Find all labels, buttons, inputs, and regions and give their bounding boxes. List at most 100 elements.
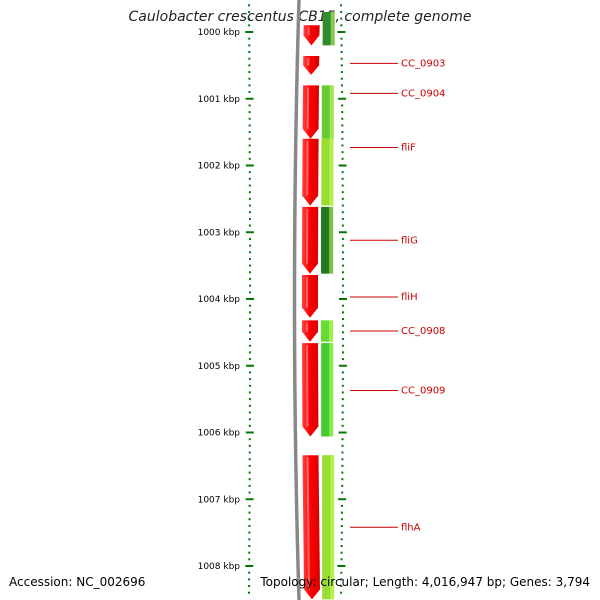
minor-tick (248, 191, 251, 194)
minor-tick-right (341, 137, 344, 140)
minor-tick (248, 391, 251, 394)
minor-tick-right (340, 37, 343, 40)
minor-tick (248, 224, 251, 227)
cog-bar-highlight (329, 85, 334, 139)
minor-tick (248, 551, 251, 554)
minor-tick (248, 384, 251, 387)
minor-tick (248, 331, 251, 334)
minor-tick (248, 91, 251, 94)
gene-arrow (302, 138, 319, 206)
minor-tick-right (341, 464, 344, 467)
minor-tick (248, 44, 251, 47)
minor-tick (248, 531, 251, 534)
minor-tick-right (340, 17, 343, 20)
gene-arrow (302, 320, 318, 342)
minor-tick-right (341, 237, 344, 240)
minor-tick (248, 271, 251, 274)
minor-tick (248, 184, 251, 187)
minor-tick (248, 257, 251, 260)
tick-label: 1005 kbp (198, 362, 241, 372)
minor-tick (248, 117, 251, 120)
cog-bar-highlight (329, 138, 334, 206)
minor-tick-right (340, 44, 343, 47)
minor-tick-right (340, 558, 343, 561)
minor-tick (248, 277, 251, 280)
minor-tick (248, 398, 251, 401)
minor-tick-right (341, 111, 344, 114)
minor-tick (248, 124, 251, 127)
minor-tick-right (340, 4, 343, 7)
minor-tick (248, 524, 251, 527)
minor-tick (248, 24, 251, 27)
minor-tick-right (340, 585, 343, 588)
minor-tick (248, 351, 251, 354)
accession-text: Accession: NC_002696 (9, 575, 146, 589)
tick-label: 1004 kbp (198, 295, 241, 305)
minor-tick (248, 358, 251, 361)
minor-tick-right (341, 338, 344, 341)
minor-tick (248, 458, 251, 461)
minor-tick (248, 471, 251, 474)
genome-summary-text: Topology: circular; Length: 4,016,947 bp… (260, 575, 590, 589)
tick-label: 1007 kbp (198, 495, 241, 505)
gene-arrow (303, 56, 320, 75)
backbone-layer (292, 0, 301, 600)
cog-bar-highlight (329, 343, 334, 437)
minor-tick-right (341, 124, 344, 127)
cog-layer (321, 11, 335, 600)
minor-tick (248, 491, 251, 494)
minor-tick (248, 244, 251, 247)
minor-tick-right (341, 318, 344, 321)
minor-tick (248, 64, 251, 67)
minor-tick (248, 404, 251, 407)
minor-tick (248, 304, 251, 307)
minor-tick-right (341, 284, 344, 287)
gene-label: fliG (401, 235, 418, 246)
minor-tick (248, 464, 251, 467)
minor-tick-right (340, 57, 343, 60)
minor-tick-right (340, 538, 343, 541)
gene-label: fliF (401, 142, 416, 153)
genome-backbone (292, 0, 301, 600)
gene-layer (302, 25, 320, 600)
minor-tick (248, 338, 251, 341)
minor-tick (248, 197, 251, 200)
minor-tick-right (341, 491, 344, 494)
minor-tick (248, 311, 251, 314)
minor-tick (248, 578, 251, 581)
minor-tick (248, 378, 251, 381)
gene-arrow (302, 206, 319, 274)
minor-tick-right (341, 478, 344, 481)
minor-tick-right (341, 398, 344, 401)
minor-tick-right (341, 264, 344, 267)
minor-tick (248, 451, 251, 454)
minor-tick-right (341, 411, 344, 414)
minor-tick-right (340, 24, 343, 27)
minor-tick (248, 591, 251, 594)
minor-tick-right (341, 451, 344, 454)
minor-tick-right (341, 151, 344, 154)
minor-tick (248, 17, 251, 20)
minor-tick-right (341, 104, 344, 107)
minor-tick-right (340, 511, 343, 514)
minor-tick-right (340, 524, 343, 527)
minor-tick (248, 151, 251, 154)
minor-tick-right (340, 64, 343, 67)
minor-tick (248, 10, 251, 13)
minor-tick (248, 264, 251, 267)
cog-bar-highlight (329, 206, 334, 274)
minor-tick-right (341, 424, 344, 427)
minor-tick-right (341, 224, 344, 227)
minor-tick (248, 51, 251, 54)
minor-tick-right (341, 471, 344, 474)
minor-tick (248, 4, 251, 7)
minor-tick-right (341, 304, 344, 307)
minor-tick-right (340, 51, 343, 54)
minor-tick (248, 411, 251, 414)
minor-tick-right (341, 351, 344, 354)
minor-tick-right (341, 378, 344, 381)
minor-tick-right (341, 371, 344, 374)
minor-tick (248, 37, 251, 40)
minor-tick-right (341, 244, 344, 247)
